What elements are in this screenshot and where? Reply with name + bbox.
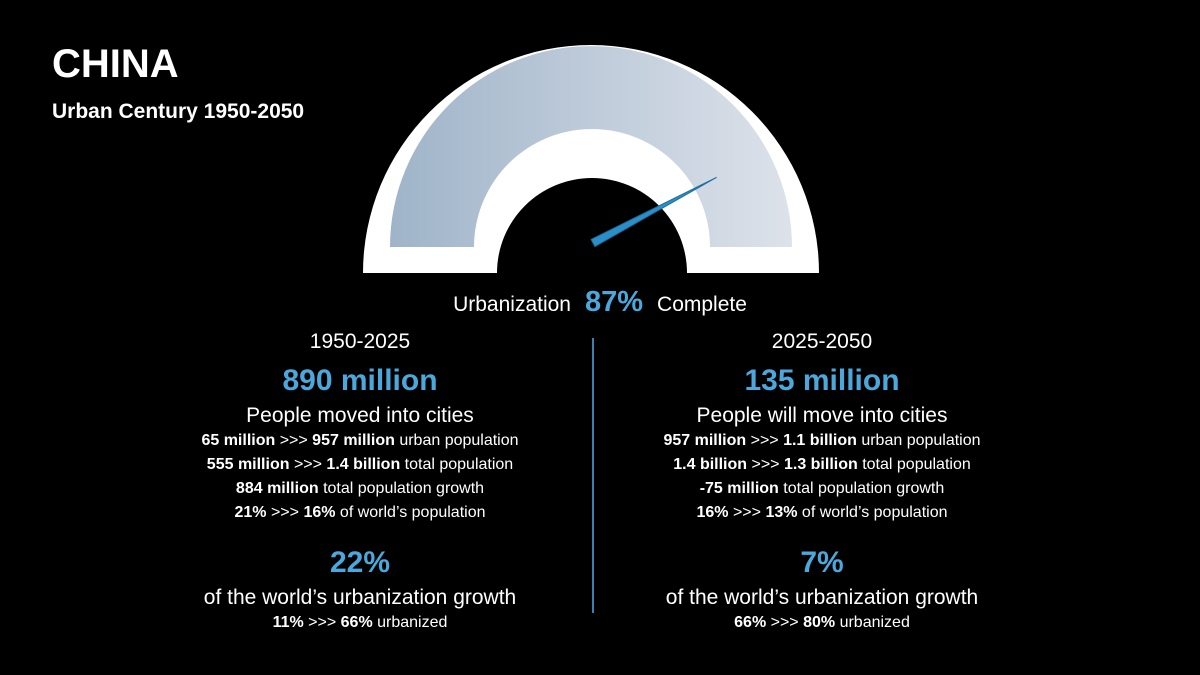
column-divider bbox=[592, 338, 594, 613]
stat-text: >>> bbox=[766, 614, 804, 631]
stat-value: 1.1 billion bbox=[783, 432, 857, 449]
urbanization-gauge bbox=[363, 45, 819, 273]
stat-text: total population growth bbox=[318, 480, 485, 497]
page-title: CHINA bbox=[52, 42, 179, 86]
period-2025-2050: 2025-2050 135 million People will move i… bbox=[602, 330, 1042, 638]
stat-value: 11% bbox=[272, 614, 304, 631]
people-moved-figure: 135 million bbox=[744, 364, 900, 397]
stat-text: >>> bbox=[266, 504, 304, 521]
people-moved-caption: People moved into cities bbox=[246, 404, 474, 427]
stat-text: urbanized bbox=[372, 614, 448, 631]
stat-value: 957 million bbox=[663, 432, 747, 449]
stat-line: 66% >>> 80% urbanized bbox=[602, 614, 1042, 638]
stat-value: 21% bbox=[234, 504, 267, 521]
stat-line: 65 million >>> 957 million urban populat… bbox=[140, 432, 580, 456]
urbanization-share-caption: of the world’s urbanization growth bbox=[665, 586, 979, 609]
stat-value: 1.3 billion bbox=[783, 456, 858, 473]
stat-value: 555 million bbox=[206, 456, 290, 473]
people-moved-caption: People will move into cities bbox=[696, 404, 948, 427]
period-1950-2025: 1950-2025 890 million People moved into … bbox=[140, 330, 580, 638]
stat-value: 957 million bbox=[312, 432, 395, 449]
stat-value: 16% bbox=[696, 504, 729, 521]
people-moved-figure: 890 million bbox=[282, 364, 438, 397]
stat-line: 21% >>> 16% of world’s population bbox=[140, 504, 580, 528]
stat-line: 555 million >>> 1.4 billion total popula… bbox=[140, 456, 580, 480]
stat-line: -75 million total population growth bbox=[602, 480, 1042, 504]
stat-text: urban population bbox=[856, 432, 981, 449]
stat-text: >>> bbox=[275, 432, 313, 449]
period-label: 2025-2050 bbox=[771, 330, 873, 353]
gauge-needle bbox=[590, 176, 717, 248]
stat-value: 66% bbox=[340, 614, 373, 631]
stat-lines: 957 million >>> 1.1 billion urban popula… bbox=[602, 432, 1042, 528]
period-label: 1950-2025 bbox=[309, 330, 411, 353]
complete-label: Complete bbox=[657, 293, 747, 316]
stat-value: 80% bbox=[803, 614, 836, 631]
stat-value: 884 million bbox=[235, 480, 319, 497]
stat-value: 1.4 billion bbox=[673, 456, 748, 473]
urbanization-readout: Urbanization 87% Complete bbox=[0, 286, 1200, 319]
stat-text: of world’s population bbox=[797, 504, 948, 521]
stat-line: 1.4 billion >>> 1.3 billion total popula… bbox=[602, 456, 1042, 480]
stat-text: >>> bbox=[747, 456, 784, 473]
page-subtitle: Urban Century 1950-2050 bbox=[52, 100, 305, 123]
urbanization-share-caption: of the world’s urbanization growth bbox=[203, 586, 517, 609]
stat-text: >>> bbox=[728, 504, 766, 521]
stat-text: total population bbox=[857, 456, 971, 473]
stat-value: 16% bbox=[303, 504, 336, 521]
stat-value: 66% bbox=[734, 614, 767, 631]
stat-line: 11% >>> 66% urbanized bbox=[140, 614, 580, 638]
stat-line: 957 million >>> 1.1 billion urban popula… bbox=[602, 432, 1042, 456]
stat-text: urban population bbox=[394, 432, 519, 449]
urbanization-share: 7% bbox=[800, 546, 844, 579]
stat-line: 884 million total population growth bbox=[140, 480, 580, 504]
urbanization-label: Urbanization bbox=[453, 293, 571, 316]
stat-value: 65 million bbox=[201, 432, 276, 449]
stat-text: total population growth bbox=[778, 480, 945, 497]
urbanization-percent: 87% bbox=[584, 286, 644, 318]
stat-text: of world’s population bbox=[335, 504, 486, 521]
stat-text: total population bbox=[400, 456, 514, 473]
urbanized-line: 66% >>> 80% urbanized bbox=[602, 614, 1042, 638]
urbanized-line: 11% >>> 66% urbanized bbox=[140, 614, 580, 638]
stat-value: 1.4 billion bbox=[326, 456, 401, 473]
gauge-band bbox=[390, 46, 792, 247]
stat-text: urbanized bbox=[835, 614, 910, 631]
stat-value: -75 million bbox=[699, 480, 779, 497]
stat-value: 13% bbox=[765, 504, 798, 521]
urbanization-share: 22% bbox=[329, 546, 391, 579]
stat-line: 16% >>> 13% of world’s population bbox=[602, 504, 1042, 528]
stat-text: >>> bbox=[746, 432, 784, 449]
stat-text: >>> bbox=[303, 614, 341, 631]
stat-lines: 65 million >>> 957 million urban populat… bbox=[140, 432, 580, 528]
stat-text: >>> bbox=[289, 456, 327, 473]
